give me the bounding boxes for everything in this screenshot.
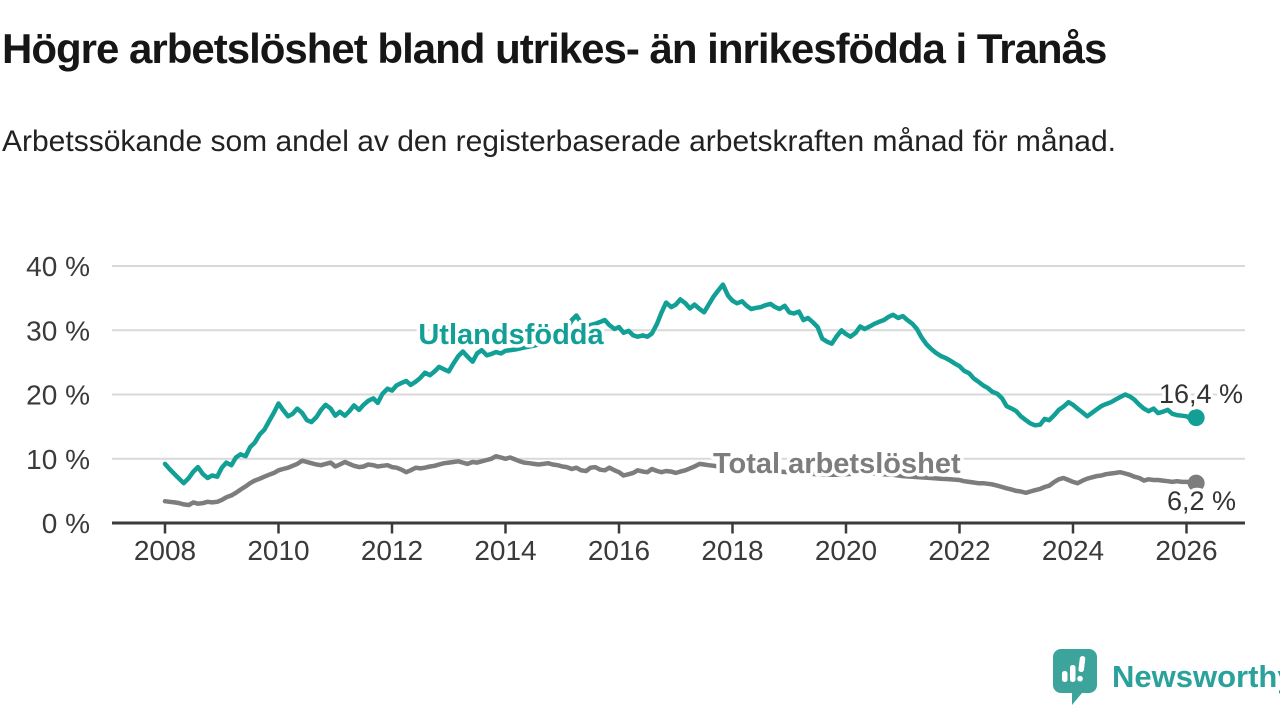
newsworthy-logo: Newsworthy <box>1052 648 1280 706</box>
x-tick-label: 2016 <box>588 535 650 566</box>
gridlines <box>112 265 1245 460</box>
x-tick-label: 2014 <box>474 535 536 566</box>
series-label-total-arbetsloshet: Total arbetslöshet <box>713 448 961 480</box>
x-tick-label: 2018 <box>701 535 763 566</box>
bar-tall <box>1070 665 1076 682</box>
series-end-dot <box>1187 409 1205 427</box>
x-tick-label: 2020 <box>815 535 877 566</box>
bar-short <box>1062 671 1068 682</box>
chart-title: Högre arbetslöshet bland utrikes- än inr… <box>2 25 1107 72</box>
series-line-utlandsf-dda <box>162 282 1199 486</box>
y-tick-label: 30 % <box>26 315 90 346</box>
end-value-label-total: 6,2 % <box>1167 486 1236 516</box>
x-tick-label: 2012 <box>361 535 423 566</box>
newsworthy-speech-bubble-chart-icon <box>1053 649 1097 705</box>
y-tick-label: 20 % <box>26 380 90 411</box>
series-end-dot <box>1187 474 1205 492</box>
y-axis-labels: 0 % 10 % 20 % 30 % 40 % <box>26 251 90 539</box>
chart-subtitle: Arbetssökande som andel av den registerb… <box>2 125 1116 158</box>
x-tick-label: 2008 <box>134 535 196 566</box>
x-tick-label: 2024 <box>1042 535 1104 566</box>
brand-wordmark: Newsworthy <box>1112 659 1280 694</box>
series-label-utlandsfodda: Utlandsfödda <box>418 319 604 351</box>
exclamation-mark <box>1077 656 1086 682</box>
x-axis <box>112 521 1245 534</box>
y-tick-label: 40 % <box>26 251 90 282</box>
series-line-total-arbetsl-shet <box>162 453 1199 508</box>
x-tick-label: 2010 <box>247 535 309 566</box>
x-axis-labels: 2008 2010 2012 2014 2016 2018 2020 2022 2024 2026 <box>134 535 1218 566</box>
y-tick-label: 10 % <box>26 444 90 475</box>
x-tick-label: 2022 <box>928 535 990 566</box>
y-tick-label: 0 % <box>42 508 90 539</box>
end-value-label-utlandsfodda: 16,4 % <box>1159 379 1243 409</box>
x-tick-label: 2026 <box>1155 535 1217 566</box>
series-lines <box>162 282 1205 508</box>
